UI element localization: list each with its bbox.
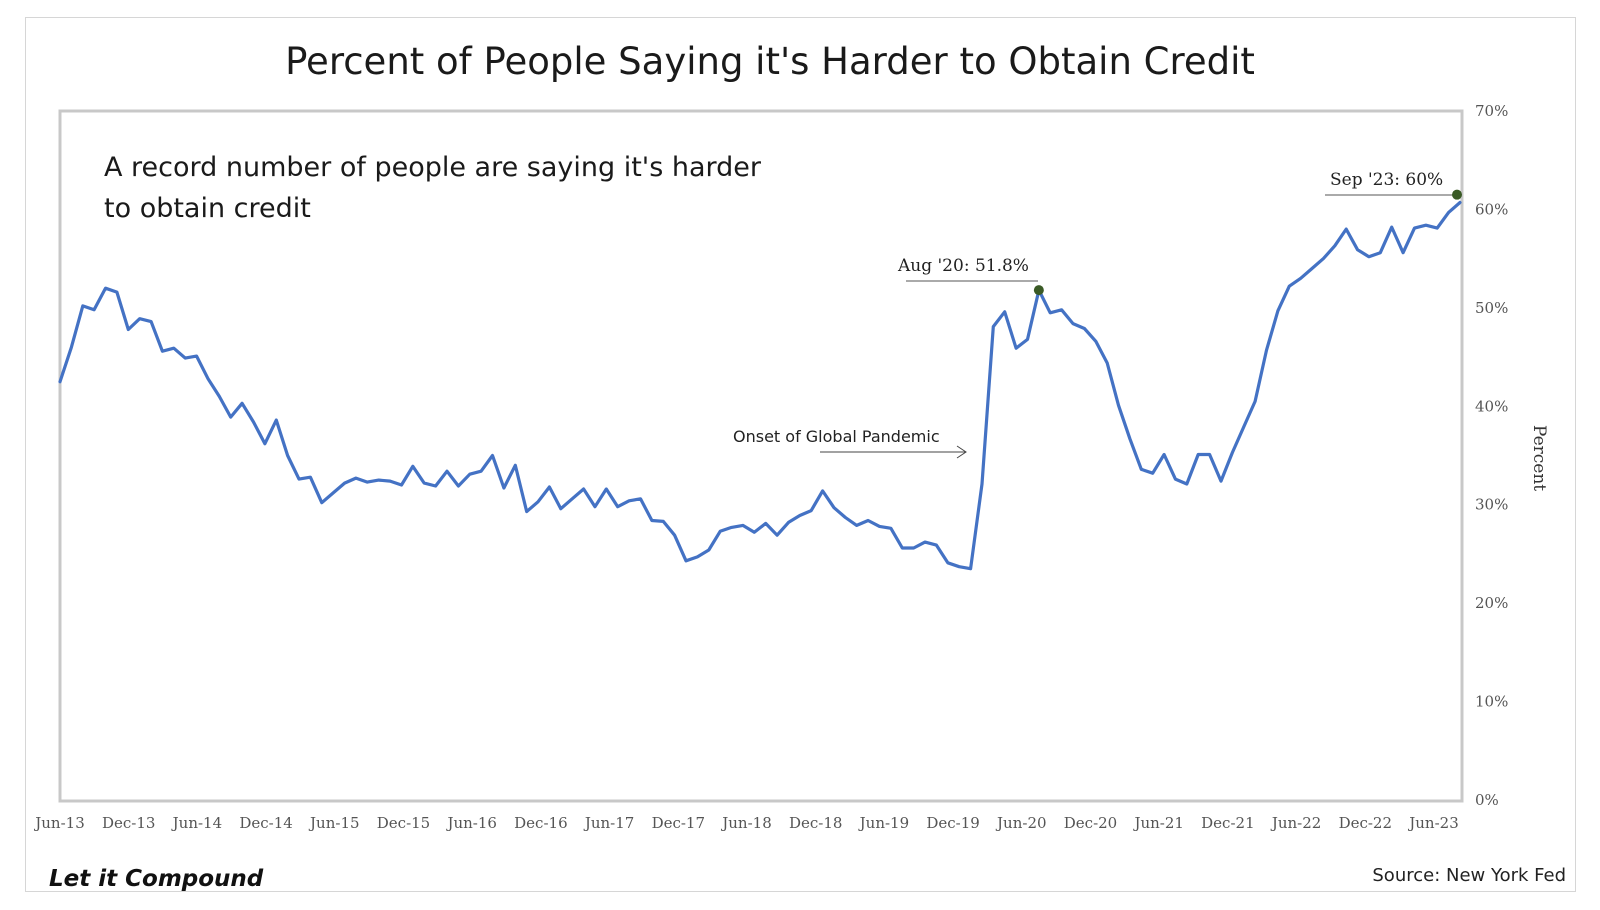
pandemic-arrow-head — [956, 445, 967, 459]
peak-2023-marker — [1452, 189, 1462, 200]
x-tick-label: Dec-22 — [1339, 814, 1392, 832]
x-tick-label: Dec-19 — [926, 814, 979, 832]
chart-note-line-1: A record number of people are saying it'… — [104, 152, 762, 183]
x-tick-label: Dec-15 — [377, 814, 430, 832]
y-tick-label: 10% — [1475, 693, 1508, 711]
x-tick-label: Jun-21 — [1132, 814, 1184, 832]
y-axis-label: Percent — [1529, 425, 1549, 491]
peak-2020-label: Aug '20: 51.8% — [897, 256, 1029, 276]
plot-area — [58, 109, 1464, 803]
y-tick-label: 60% — [1475, 200, 1508, 218]
source-note: Source: New York Fed — [1372, 865, 1566, 886]
x-axis: Jun-13 Dec-13 Jun-14 Dec-14 Jun-15 Dec-15 Jun-… — [33, 814, 1459, 832]
x-tick-label: Dec-13 — [102, 814, 155, 832]
chart-frame — [25, 17, 1576, 892]
y-tick-label: 20% — [1475, 594, 1508, 612]
peak-2020-marker — [1033, 285, 1044, 296]
x-tick-label: Dec-20 — [1064, 814, 1117, 832]
x-tick-label: Dec-14 — [239, 814, 292, 832]
x-tick-label: Jun-23 — [1407, 814, 1459, 832]
x-tick-label: Dec-18 — [789, 814, 842, 832]
x-tick-label: Jun-15 — [308, 814, 360, 832]
x-tick-label: Jun-13 — [33, 814, 85, 832]
pandemic-label: Onset of Global Pandemic — [733, 427, 940, 446]
x-tick-label: Jun-20 — [995, 814, 1047, 832]
x-tick-label: Dec-16 — [514, 814, 567, 832]
chart-title: Percent of People Saying it's Harder to … — [285, 40, 1255, 83]
x-tick-label: Dec-17 — [652, 814, 705, 832]
x-tick-label: Jun-16 — [445, 814, 497, 832]
y-axis: 0% 10% 20% 30% 40% 50% 60% 70% — [1475, 102, 1508, 809]
y-tick-label: 50% — [1475, 299, 1508, 317]
x-tick-label: Jun-17 — [583, 814, 635, 832]
series-line — [58, 200, 1462, 571]
chart-note-line-2: to obtain credit — [104, 193, 311, 224]
brand-logo-text: Let it Compound — [49, 866, 264, 892]
x-tick-label: Jun-14 — [171, 814, 223, 832]
y-tick-label: 70% — [1475, 102, 1508, 120]
x-tick-label: Jun-22 — [1270, 814, 1322, 832]
peak-2023-label: Sep '23: 60% — [1330, 170, 1443, 190]
y-tick-label: 30% — [1475, 496, 1508, 514]
x-tick-label: Dec-21 — [1201, 814, 1254, 832]
y-tick-label: 40% — [1475, 397, 1508, 415]
x-tick-label: Jun-18 — [720, 814, 772, 832]
y-tick-label: 0% — [1475, 791, 1499, 809]
x-tick-label: Jun-19 — [858, 814, 910, 832]
